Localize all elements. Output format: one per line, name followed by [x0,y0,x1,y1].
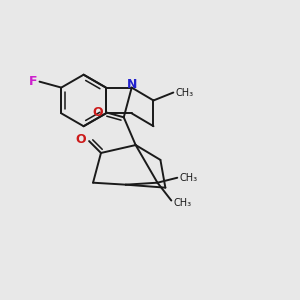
Text: O: O [76,133,86,146]
Text: O: O [92,106,103,119]
Text: N: N [127,78,137,91]
Text: CH₃: CH₃ [179,173,197,183]
Text: CH₃: CH₃ [175,88,194,98]
Text: CH₃: CH₃ [173,197,191,208]
Text: F: F [29,75,38,88]
